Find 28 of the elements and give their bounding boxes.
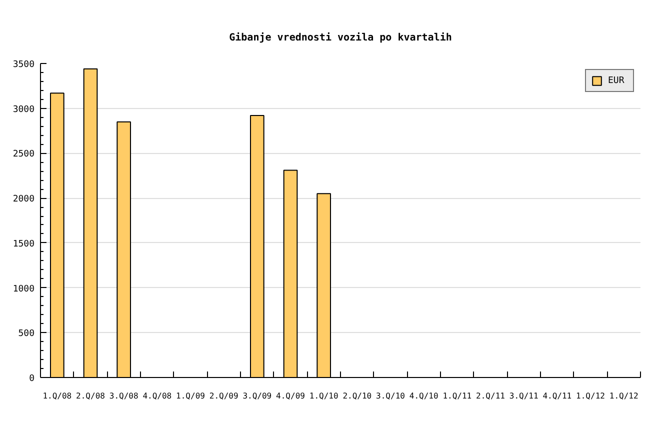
y-tick-label: 1500 (12, 239, 35, 250)
x-tick-label: 1.Q/08 (42, 392, 72, 400)
x-tick-label: 1.Q/12 (609, 392, 638, 400)
x-tick-label: 3.Q/08 (109, 392, 138, 400)
y-tick-label: 3000 (12, 104, 35, 115)
y-tick-label: 2000 (12, 194, 35, 205)
x-tick-label: 4.Q/08 (142, 392, 172, 400)
y-tick-label: 3500 (12, 60, 35, 70)
x-tick-label: 1.Q/10 (309, 392, 338, 400)
x-tick-label: 1.Q/11 (442, 392, 472, 400)
legend-label: EUR (608, 76, 626, 86)
x-tick-label: 1.Q/09 (176, 392, 206, 400)
x-tick-label: 2.Q/09 (209, 392, 238, 400)
y-tick-label: 2500 (12, 150, 35, 160)
x-tick-label: 4.Q/09 (276, 392, 306, 400)
x-tick-label: 3.Q/10 (376, 392, 406, 400)
x-tick-label: 4.Q/11 (542, 392, 572, 400)
x-tick-label: 2.Q/11 (476, 392, 506, 400)
chart-title: Gibanje vrednosti vozila po kvartalih (229, 32, 452, 44)
y-tick-label: 500 (18, 329, 35, 340)
y-tick-label: 1000 (12, 284, 35, 294)
x-tick-label: 3.Q/11 (509, 392, 538, 400)
x-tick-label: 1.Q/12 (576, 392, 606, 400)
x-tick-label: 3.Q/09 (242, 392, 272, 400)
x-tick-label: 2.Q/08 (76, 392, 106, 400)
y-tick-label: 0 (29, 374, 35, 384)
x-tick-label: 2.Q/10 (342, 392, 372, 400)
x-tick-label: 4.Q/10 (409, 392, 438, 400)
